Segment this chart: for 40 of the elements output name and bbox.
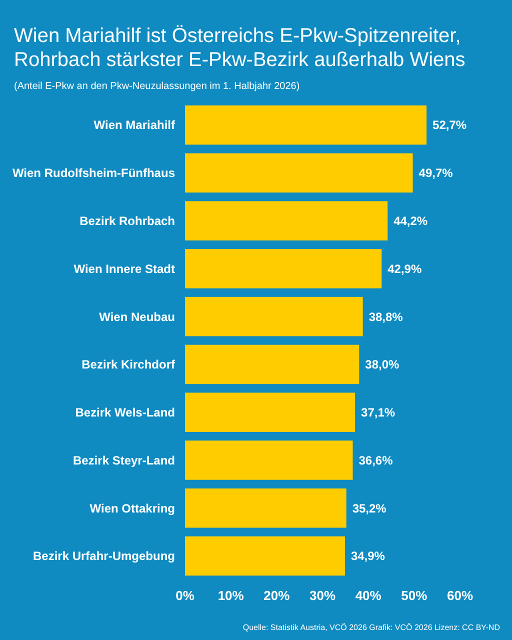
bar [185, 536, 345, 576]
y-tick-label: Bezirk Urfahr-Umgebung [32, 549, 175, 564]
y-tick-label: Wien Neubau [99, 310, 175, 324]
data-label: 36,6% [358, 453, 394, 468]
chart-title: Wien Mariahilf ist Österreichs E-Pkw-Spitzenreiter, Rohrbach stärkster E-Pkw-Bezirk außerhalb Wiens [14, 25, 466, 71]
y-tick-label: Bezirk Wels-Land [75, 406, 175, 420]
y-tick-label: Bezirk Kirchdorf [82, 358, 176, 372]
data-label: 49,7% [418, 166, 454, 180]
bar [185, 201, 388, 240]
x-tick-label: 40% [355, 588, 382, 603]
y-tick-label: Bezirk Rohrbach [80, 214, 175, 228]
bar [185, 153, 413, 193]
y-tick-label: Wien Rudolfsheim-Fünfhaus [12, 166, 176, 180]
bar [185, 392, 356, 432]
chart-subtitle: (Anteil E-Pkw an den Pkw-Neuzulassungen im 1. Halbjahr 2026) [14, 81, 300, 92]
data-label: 44,2% [394, 214, 428, 228]
x-tick-label: 0% [176, 588, 195, 603]
bar [185, 249, 382, 288]
data-label: 52,7% [432, 118, 467, 132]
data-label: 38,0% [365, 358, 400, 372]
bar [185, 344, 360, 384]
y-tick-label: Bezirk Steyr-Land [72, 453, 175, 468]
data-label: 37,1% [361, 406, 396, 420]
y-tick-label: Wien Innere Stadt [74, 262, 175, 276]
x-tick-label: 20% [264, 588, 290, 603]
x-tick-label: 10% [218, 588, 244, 603]
data-label: 35,2% [352, 501, 387, 516]
bar [185, 105, 427, 145]
source-note: Quelle: Statistik Austria, VCÖ 2026 Grafik: VCÖ 2026 Lizenz: CC BY-ND [242, 623, 500, 632]
bar [185, 440, 353, 480]
bar [185, 488, 346, 528]
y-tick-label: Wien Ottakring [90, 501, 175, 516]
x-tick-label: 30% [309, 588, 336, 603]
bar [185, 296, 363, 336]
data-label: 38,8% [368, 310, 404, 324]
data-label: 42,9% [388, 262, 422, 276]
x-tick-label: 60% [446, 588, 474, 603]
data-label: 34,9% [350, 549, 386, 564]
y-tick-label: Wien Mariahilf [94, 118, 176, 132]
x-tick-label: 50% [401, 588, 428, 603]
